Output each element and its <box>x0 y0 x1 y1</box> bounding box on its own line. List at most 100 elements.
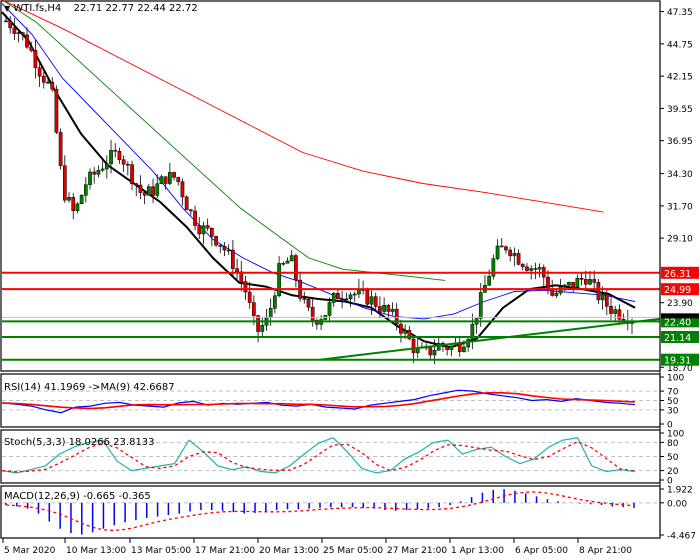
bull-candle <box>390 308 395 312</box>
bull-candle <box>96 170 101 175</box>
bull-candle <box>260 325 265 332</box>
bull-candle <box>146 186 151 196</box>
bear-candle <box>399 323 403 334</box>
bear-candle <box>243 281 248 293</box>
bull-candle <box>470 323 475 340</box>
symbol-title: WTI.fs,H4 <box>13 3 62 14</box>
bear-candle <box>310 307 315 321</box>
bear-candle <box>499 245 504 248</box>
bull-candle <box>289 255 294 262</box>
bear-candle <box>138 184 143 193</box>
bear-candle <box>617 309 622 320</box>
bear-candle <box>33 50 38 68</box>
price-tick-label: 18.70 <box>667 364 693 374</box>
bear-candle <box>4 20 8 23</box>
bear-candle <box>583 279 588 285</box>
price-tick-label: 47.35 <box>667 8 693 18</box>
bear-candle <box>365 289 370 305</box>
bear-candle <box>525 266 529 271</box>
time-tick-label: 13 Mar 05:00 <box>131 546 191 556</box>
bear-candle <box>189 209 193 212</box>
support-trendline[interactable] <box>319 317 661 361</box>
bear-candle <box>113 150 118 152</box>
rsi-label: RSI(14) 41.1969 ->MA(9) 42.6687 <box>4 382 175 393</box>
svg-text:50: 50 <box>667 453 679 463</box>
bull-candle <box>403 329 407 334</box>
bear-candle <box>256 315 260 332</box>
bull-candle <box>348 294 353 300</box>
bull-candle <box>462 346 466 352</box>
price-tick-label: 36.95 <box>667 137 693 147</box>
bear-candle <box>508 249 513 257</box>
svg-text:70: 70 <box>667 388 679 398</box>
bear-candle <box>252 302 256 316</box>
svg-text:0: 0 <box>667 477 673 487</box>
time-axis: 5 Mar 2020 10 Mar 13:00 13 Mar 05:00 17 Mar… <box>1 537 660 556</box>
ohlc-values: 22.71 22.77 22.44 22.72 <box>73 3 198 14</box>
bull-candle <box>478 292 483 319</box>
bull-candle <box>562 284 567 287</box>
bear-candle <box>125 163 130 166</box>
bull-candle <box>268 308 273 319</box>
bull-candle <box>46 81 50 84</box>
bull-candle <box>273 295 277 309</box>
bear-candle <box>411 338 416 354</box>
bear-candle <box>386 305 391 312</box>
bear-candle <box>121 159 126 165</box>
candlesticks <box>4 14 634 365</box>
bull-candle <box>466 339 470 348</box>
bear-candle <box>50 81 55 90</box>
time-tick-label: 6 Apr 05:00 <box>515 546 568 556</box>
support-level-tag <box>661 330 699 343</box>
bull-candle <box>327 302 332 316</box>
resistance-level-tag <box>661 266 699 279</box>
bull-candle <box>331 292 336 303</box>
bear-candle <box>8 20 13 29</box>
time-tick-label: 10 Mar 13:00 <box>66 546 126 556</box>
bear-candle <box>550 289 555 296</box>
bear-candle <box>205 225 210 229</box>
svg-text:20: 20 <box>667 467 679 477</box>
time-tick-label: 8 Apr 21:00 <box>579 546 632 556</box>
level-value: 22.40 <box>664 317 691 328</box>
bull-candle <box>436 343 441 351</box>
bear-candle <box>504 246 508 251</box>
bear-candle <box>546 276 550 290</box>
bull-candle <box>357 289 361 295</box>
bull-candle <box>512 253 517 257</box>
macd-axis: 1.922 0.00 -4.467 <box>660 486 696 542</box>
bear-candle <box>71 197 76 211</box>
svg-text:1.922: 1.922 <box>667 486 693 496</box>
symbol-header[interactable]: ▼ WTI.fs,H4 22.71 22.77 22.44 22.72 <box>4 3 198 14</box>
triangle-down-icon[interactable]: ▼ <box>4 4 11 13</box>
bear-candle <box>373 296 378 307</box>
bear-candle <box>222 246 227 251</box>
moving-average-line <box>1 11 636 349</box>
bear-candle <box>163 176 168 184</box>
bear-candle <box>184 196 189 211</box>
bull-candle <box>369 296 374 305</box>
svg-text:-4.467: -4.467 <box>667 532 696 542</box>
bear-candle <box>130 164 134 184</box>
time-tick-label: 17 Mar 21:00 <box>195 546 255 556</box>
bear-candle <box>394 308 399 325</box>
bear-candle <box>142 192 147 196</box>
bull-candle <box>100 168 105 171</box>
svg-text:100: 100 <box>667 430 684 440</box>
price-tick-label: 34.30 <box>667 170 693 180</box>
bear-candle <box>428 347 433 356</box>
price-tick-label: 23.90 <box>667 299 693 309</box>
level-value: 21.14 <box>664 333 691 344</box>
bear-candle <box>571 282 576 288</box>
bear-candle <box>239 271 244 282</box>
rsi-series-line <box>1 391 636 410</box>
bear-candle <box>294 255 298 281</box>
bear-candle <box>20 32 25 36</box>
bear-candle <box>592 279 597 283</box>
macd-histogram <box>5 489 635 535</box>
price-tick-label: 42.15 <box>667 73 693 83</box>
moving-average-line <box>1 0 604 213</box>
bear-candle <box>533 268 538 270</box>
